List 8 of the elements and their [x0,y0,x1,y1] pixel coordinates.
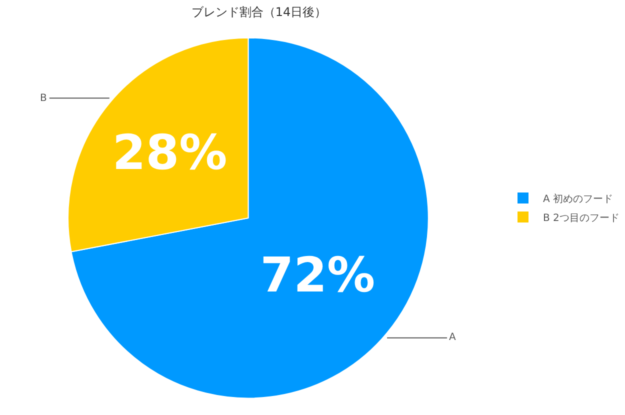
legend-label: B 2つ目のフード [543,212,620,224]
data-label: 28% [112,125,228,182]
legend-label: A 初めのフード [543,192,614,205]
text: B [40,93,47,104]
chart-title: ブレンド割合（14日後） [191,5,327,20]
data-label: 72% [260,247,376,304]
pie-slice [70,37,429,399]
text: A [449,332,456,343]
